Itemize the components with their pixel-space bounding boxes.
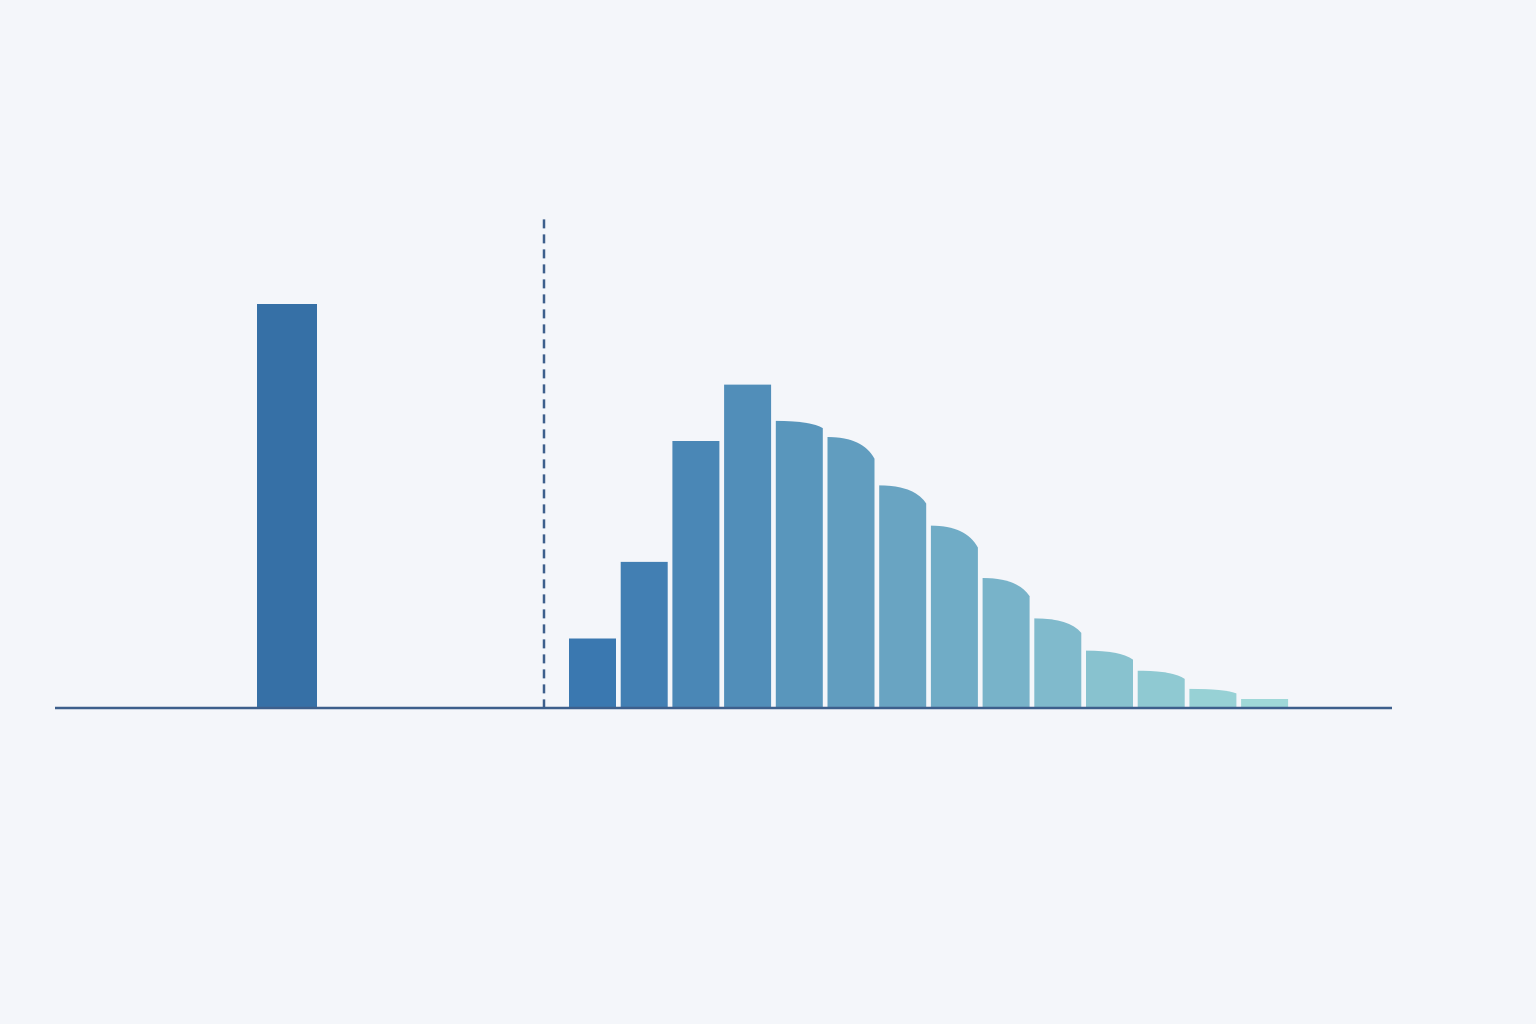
distribution-bar <box>1086 650 1133 707</box>
distribution-bar <box>1137 670 1185 707</box>
distribution-bar <box>724 384 772 707</box>
distribution-bar <box>620 561 668 707</box>
isolated-bar <box>257 304 317 707</box>
distribution-bar <box>982 578 1030 707</box>
distribution-bar <box>1034 618 1082 707</box>
distribution-bar <box>672 441 720 707</box>
distribution-bar <box>1189 688 1237 707</box>
distribution-bar <box>569 638 616 707</box>
distribution-bar <box>879 485 927 707</box>
distribution-bar <box>827 436 875 707</box>
distribution-bar <box>930 525 978 707</box>
distribution-bar <box>775 420 823 707</box>
distribution-bar <box>1241 698 1289 707</box>
